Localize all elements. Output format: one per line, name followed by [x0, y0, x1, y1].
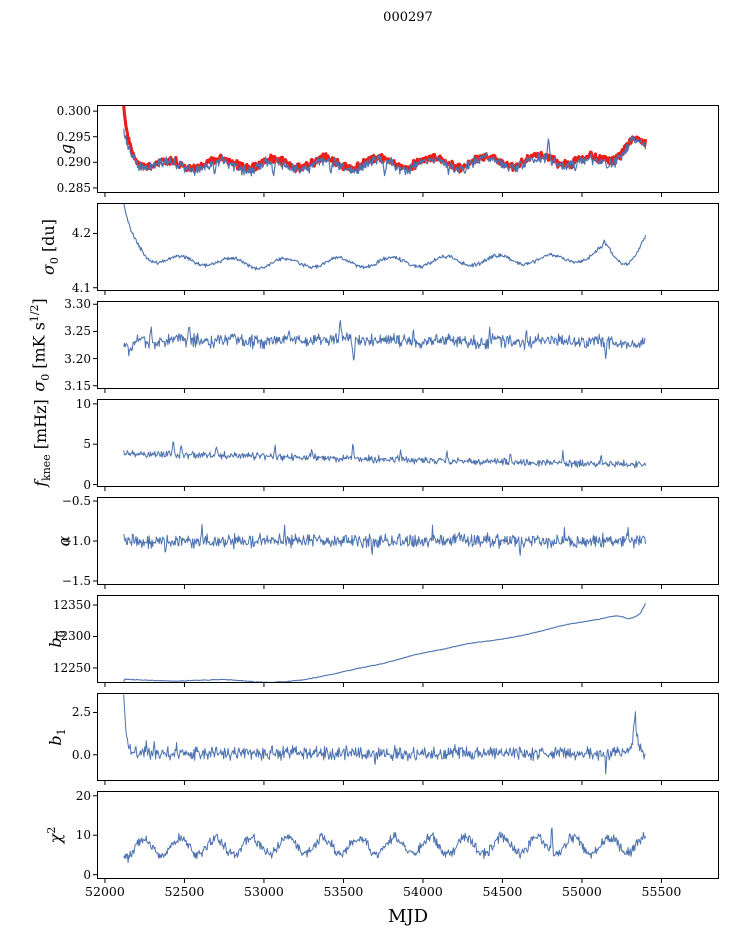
series-line-alpha — [123, 523, 646, 556]
y-tick-label: −0.5 — [61, 494, 91, 508]
x-tick-label: 52500 — [164, 884, 205, 899]
series-line-sigma0-mK — [123, 320, 646, 361]
x-tick-label: 52000 — [85, 884, 125, 899]
chart-panel-chi2 — [93, 791, 719, 883]
chart-panel-g — [93, 105, 719, 197]
chart-panel-b0 — [93, 595, 719, 687]
series-line-sigma0-du — [123, 203, 647, 271]
y-tick-label: −1.0 — [61, 534, 91, 548]
chart-panel-sigma0_mK — [93, 301, 719, 393]
plot-frame — [97, 105, 719, 193]
y-tick-label: 0 — [83, 867, 91, 882]
figure-title: 000297 — [383, 10, 433, 25]
y-tick-label: 0.290 — [56, 155, 91, 170]
y-tick-label: 0.0 — [71, 747, 91, 762]
x-tick-label: 55000 — [562, 884, 602, 899]
x-tick-label: 55500 — [641, 884, 682, 899]
series-line-g-raw-blue — [123, 128, 647, 177]
y-tick-label: 10 — [75, 828, 91, 843]
y-tick-label: 0.295 — [56, 129, 91, 144]
y-tick-label: −1.5 — [61, 574, 91, 588]
y-tick-label: 20 — [75, 788, 91, 803]
plot-frame — [97, 301, 719, 389]
plot-frame — [97, 203, 719, 291]
x-tick-label: 53000 — [244, 884, 284, 899]
y-tick-label: 12300 — [52, 629, 91, 644]
plot-frame — [97, 399, 719, 487]
y-tick-label: 3.15 — [64, 378, 91, 393]
y-tick-label: 4.2 — [71, 226, 91, 241]
y-tick-label: 3.20 — [64, 351, 91, 366]
chart-panel-f_knee — [93, 399, 719, 491]
chart-panel-alpha — [93, 497, 719, 589]
plot-frame — [97, 497, 719, 585]
y-tick-label: 10 — [75, 396, 91, 411]
chart-panel-sigma0_du — [93, 203, 719, 295]
y-tick-label: 3.30 — [64, 297, 91, 312]
series-line-b1 — [123, 694, 646, 775]
x-tick-label: 54000 — [403, 884, 443, 899]
chart-panel-b1 — [93, 693, 719, 785]
y-tick-label: 12350 — [52, 598, 91, 613]
y-tick-label: 4.1 — [71, 280, 91, 295]
x-tick-label: 54500 — [482, 884, 523, 899]
y-tick-label: 3.25 — [64, 324, 91, 339]
series-line-chi2 — [123, 827, 646, 864]
plot-frame — [97, 693, 719, 781]
x-tick-label: 53500 — [323, 884, 364, 899]
series-line-b0 — [123, 603, 646, 683]
series-line-f-knee — [123, 441, 646, 469]
y-tick-label: 2.5 — [71, 705, 91, 720]
plot-frame — [97, 595, 719, 683]
y-tick-label: 0.300 — [56, 104, 91, 119]
y-tick-label: 5 — [83, 437, 91, 452]
y-tick-label: 0.285 — [56, 180, 91, 195]
plot-frame — [97, 791, 719, 879]
y-tick-label: 12250 — [52, 660, 91, 675]
y-tick-label: 0 — [83, 477, 91, 492]
x-axis-label: MJD — [387, 906, 429, 927]
series-line-g-smoothed-red — [122, 105, 648, 174]
